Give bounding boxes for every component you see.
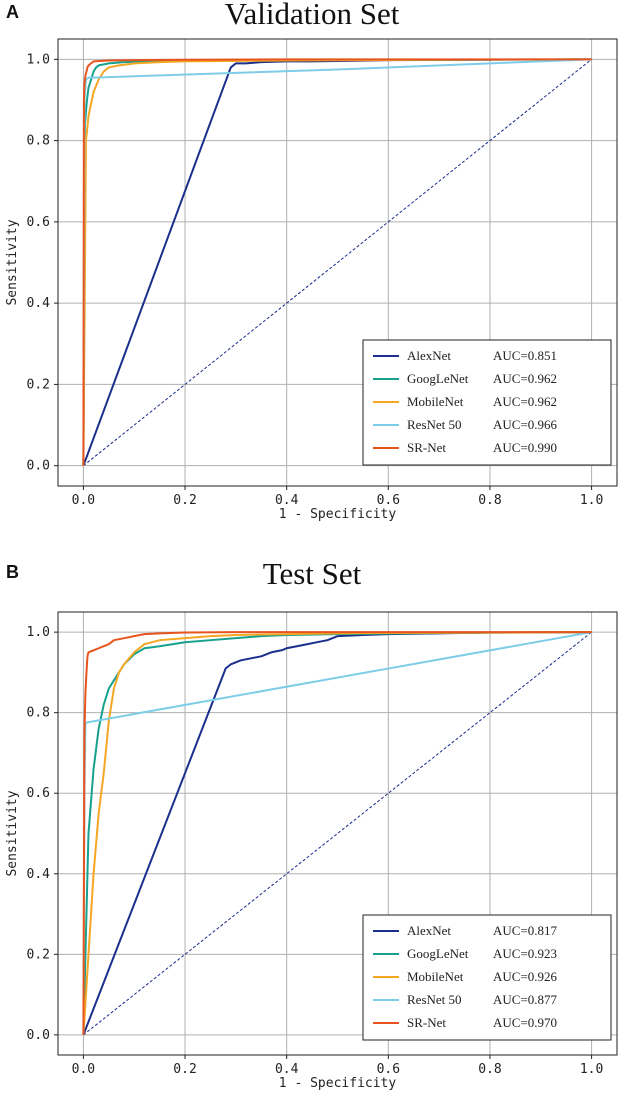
legend-label: SR-Net xyxy=(407,1015,446,1030)
y-tick-label: 0.0 xyxy=(27,1028,50,1043)
roc-curve-sr-net xyxy=(82,631,592,1035)
panel-label: B xyxy=(6,562,19,582)
y-tick-label: 0.2 xyxy=(27,947,50,962)
y-tick-label: 0.4 xyxy=(27,867,51,882)
panel-test: B Test Set 0.0 0.2 0.4 0.6 0.8 1.0 0.0 0.2 0.4 0.… xyxy=(0,556,624,1101)
x-tick-label: 0.6 xyxy=(377,493,400,508)
plot-frame xyxy=(57,38,618,487)
legend-auc: AUC=0.970 xyxy=(493,1015,557,1030)
legend-auc: AUC=0.962 xyxy=(493,371,557,386)
roc-curve-mobilenet xyxy=(82,631,592,1035)
x-axis-label: 1 - Specificity xyxy=(279,1076,397,1091)
legend-label: MobileNet xyxy=(407,394,464,409)
x-tick-label: 1.0 xyxy=(580,1062,603,1077)
legend: AlexNet AUC=0.817 GoogLeNet AUC=0.923 Mobile… xyxy=(362,914,612,1041)
legend-box xyxy=(362,914,612,1041)
x-tick-label: 0.0 xyxy=(72,493,95,508)
x-tick-label: 0.2 xyxy=(173,493,196,508)
y-axis-label: Sensitivity xyxy=(5,790,20,876)
legend-label: GoogLeNet xyxy=(407,946,469,961)
x-tick-label: 0.4 xyxy=(275,493,299,508)
legend-label: ResNet 50 xyxy=(407,992,462,1007)
x-tick-label: 0.6 xyxy=(377,1062,400,1077)
legend-label: SR-Net xyxy=(407,440,446,455)
chance-line xyxy=(83,631,592,1036)
x-tick-label: 1.0 xyxy=(580,493,603,508)
legend-auc: AUC=0.851 xyxy=(493,348,557,363)
x-tick-label: 0.4 xyxy=(275,1062,299,1077)
x-tick-label: 0.2 xyxy=(173,1062,196,1077)
y-tick-label: 0.8 xyxy=(27,706,50,721)
chance-line xyxy=(83,58,592,467)
y-tick-label: 0.6 xyxy=(27,215,50,230)
legend-auc: AUC=0.926 xyxy=(493,969,558,984)
legend-auc: AUC=0.990 xyxy=(493,440,557,455)
roc-chart-test: 0.0 0.2 0.4 0.6 0.8 1.0 0.0 0.2 0.4 0.6 0.8 1.0 1 - … xyxy=(5,611,618,1091)
roc-curve-sr-net xyxy=(82,58,592,466)
y-tick-label: 0.2 xyxy=(27,377,50,392)
y-tick-label: 1.0 xyxy=(27,52,50,67)
x-tick-label: 0.8 xyxy=(478,1062,501,1077)
legend-auc: AUC=0.966 xyxy=(493,417,558,432)
legend-label: AlexNet xyxy=(407,923,451,938)
legend: AlexNet AUC=0.851 GoogLeNet AUC=0.962 Mobile… xyxy=(362,339,612,466)
y-tick-label: 0.6 xyxy=(27,786,50,801)
y-tick-label: 0.8 xyxy=(27,134,50,149)
y-tick-label: 0.0 xyxy=(27,459,50,474)
panel-label: A xyxy=(6,2,19,22)
legend-auc: AUC=0.923 xyxy=(493,946,557,961)
legend-auc: AUC=0.817 xyxy=(493,923,558,938)
roc-curve-mobilenet xyxy=(82,58,592,466)
legend-box xyxy=(362,339,612,466)
x-axis-label: 1 - Specificity xyxy=(279,507,397,522)
x-tick-label: 0.8 xyxy=(478,493,501,508)
y-tick-label: 1.0 xyxy=(27,625,50,640)
y-axis-label: Sensitivity xyxy=(5,219,20,305)
legend-auc: AUC=0.962 xyxy=(493,394,557,409)
legend-label: ResNet 50 xyxy=(407,417,462,432)
y-tick-label: 0.4 xyxy=(27,296,51,311)
chart-title: Validation Set xyxy=(224,0,400,31)
legend-label: AlexNet xyxy=(407,348,451,363)
x-tick-label: 0.0 xyxy=(72,1062,95,1077)
panel-validation: A Validation Set 0.0 0.2 0.4 0.6 0.8 1.0 0.0 0.… xyxy=(0,0,624,548)
plot-frame xyxy=(57,611,618,1056)
roc-chart-validation: 0.0 0.2 0.4 0.6 0.8 1.0 0.0 0.2 0.4 0.6 0.8 1.0 1 - … xyxy=(5,38,618,522)
chart-title: Test Set xyxy=(262,556,362,591)
legend-label: GoogLeNet xyxy=(407,371,469,386)
legend-label: MobileNet xyxy=(407,969,464,984)
legend-auc: AUC=0.877 xyxy=(493,992,558,1007)
